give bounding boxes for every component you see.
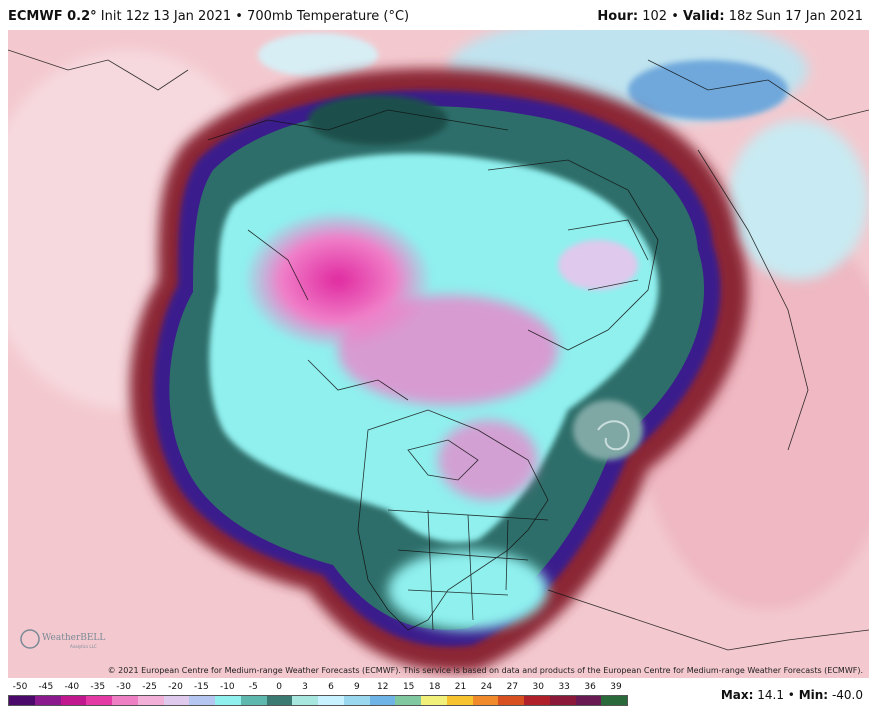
legend-color-segment <box>266 696 293 705</box>
legend-color-segment <box>137 696 164 705</box>
min-label: Min: <box>798 688 829 702</box>
legend-color-segment <box>34 696 61 705</box>
legend-color-segment <box>240 696 267 705</box>
logo-text: WeatherBELL <box>42 633 105 643</box>
teal-dark-patch <box>308 95 448 145</box>
legend-colorbar <box>8 695 628 706</box>
cyan-patch <box>388 550 548 630</box>
min-value: -40.0 <box>831 688 863 702</box>
legend-ticks: -50 -45 -40 -35 -30 -25 -20 -15 -10 -5 0 3 6 9 12 15 18 2… <box>8 682 628 694</box>
cool-patch <box>728 120 868 280</box>
cold-core <box>438 420 538 500</box>
valid-value: 18z Sun 17 Jan 2021 <box>728 9 863 24</box>
legend-color-segment <box>601 696 627 705</box>
max-value: 14.1 <box>757 688 784 702</box>
legend-color-segment <box>498 696 524 705</box>
legend-tick-label: -20 <box>168 682 183 692</box>
legend-tick-label: 39 <box>610 682 622 692</box>
legend-tick-label: -5 <box>248 682 258 692</box>
hour-label: Hour: <box>597 9 639 24</box>
logo-graphic: WeatherBELL Analytics LLC <box>20 629 105 649</box>
legend-tick-label: -15 <box>194 682 209 692</box>
logo-subtext: Analytics LLC <box>70 644 97 649</box>
legend-tick-label: 27 <box>506 682 519 692</box>
weatherbell-logo: WeatherBELL Analytics LLC <box>20 626 108 652</box>
model-name: ECMWF 0.2° <box>8 9 97 24</box>
legend-tick-label: 12 <box>377 682 389 692</box>
legend-color-segment <box>112 696 138 705</box>
legend-tick-label: 9 <box>353 682 360 692</box>
legend-tick-label: 3 <box>302 682 308 692</box>
legend-tick-label: 33 <box>558 682 570 692</box>
legend-tick-label: 15 <box>402 682 415 692</box>
valid-label: Valid: <box>683 9 725 24</box>
legend-tick-label: 21 <box>454 682 467 692</box>
swirl-patch <box>573 400 643 460</box>
color-legend: -50 -45 -40 -35 -30 -25 -20 -15 -10 -5 0 3 6 9 12 15 18 2… <box>8 682 628 716</box>
max-label: Max: <box>720 688 754 702</box>
map-title: ECMWF 0.2° Init 12z 13 Jan 2021 • 700mb … <box>8 9 409 24</box>
legend-color-segment <box>343 696 370 705</box>
legend-color-segment <box>292 696 318 705</box>
legend-color-segment <box>395 696 421 705</box>
legend-color-segment <box>446 696 473 705</box>
separator-dot: • <box>787 688 795 702</box>
legend-color-segment <box>318 696 344 705</box>
legend-tick-label: 36 <box>584 682 596 692</box>
legend-color-segment <box>549 696 576 705</box>
hour-value: 102 <box>642 9 668 24</box>
legend-color-segment <box>189 696 215 705</box>
legend-tick-label: 0 <box>276 682 282 692</box>
legend-tick-label: -45 <box>38 682 54 692</box>
legend-color-segment <box>86 696 112 705</box>
coastlines <box>8 49 869 651</box>
legend-color-segment <box>9 696 35 705</box>
max-min-readout: Max: 14.1 • Min: -40.0 <box>721 688 863 702</box>
legend-tick-label: 24 <box>480 682 493 692</box>
legend-color-segment <box>369 696 396 705</box>
legend-tick-label: 6 <box>328 682 334 692</box>
legend-tick-label: 18 <box>428 682 441 692</box>
legend-tick-label: -40 <box>64 682 80 692</box>
copyright-notice: © 2021 European Centre for Medium-range … <box>107 666 863 675</box>
legend-color-segment <box>472 696 499 705</box>
legend-color-segment <box>60 696 87 705</box>
separator-dot: • <box>671 9 679 24</box>
legend-color-segment <box>575 696 602 705</box>
header-bar: ECMWF 0.2° Init 12z 13 Jan 2021 • 700mb … <box>0 0 877 30</box>
legend-color-segment <box>421 696 447 705</box>
temperature-map[interactable]: WeatherBELL Analytics LLC © 2021 Europea… <box>8 30 869 678</box>
legend-color-segment <box>524 696 550 705</box>
cold-core <box>338 295 558 405</box>
swirl <box>597 420 630 451</box>
legend-tick-label: 30 <box>532 682 544 692</box>
cool-patch <box>258 33 378 77</box>
legend-tick-label: -25 <box>142 682 157 692</box>
legend-tick-label: -50 <box>12 682 28 692</box>
legend-color-segment <box>163 696 190 705</box>
forecast-time: Hour: 102 • Valid: 18z Sun 17 Jan 2021 <box>597 9 863 24</box>
legend-color-segment <box>215 696 241 705</box>
cold-core <box>558 240 638 290</box>
legend-tick-label: -10 <box>219 682 235 692</box>
legend-tick-label: -30 <box>116 682 131 692</box>
map-graphic <box>8 30 869 678</box>
legend-tick-label: -35 <box>90 682 106 692</box>
init-info: Init 12z 13 Jan 2021 • 700mb Temperature… <box>100 9 410 24</box>
